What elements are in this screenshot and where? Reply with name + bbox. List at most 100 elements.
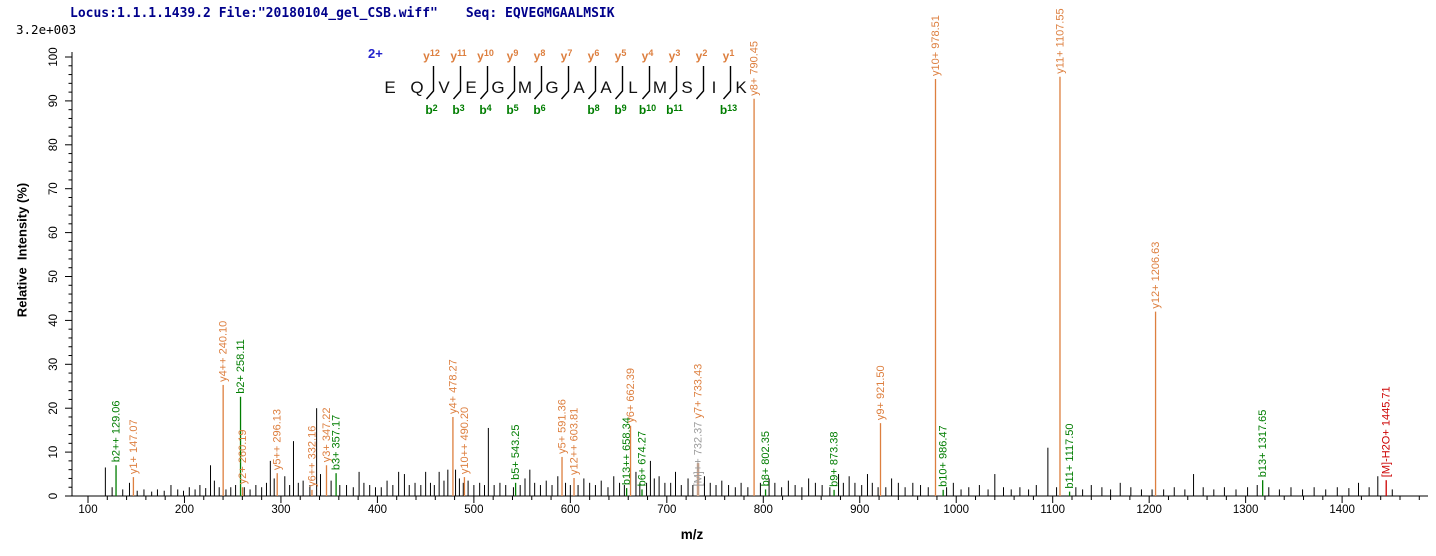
sequence-label: Seq: EQVEGMGAALMSIK bbox=[465, 6, 615, 21]
y-tick-label: 30 bbox=[48, 358, 60, 371]
peak-label: b5+ 543.25 bbox=[510, 424, 522, 479]
fragmentation-divider bbox=[614, 66, 624, 100]
sequence-diagram: 2+E Q V E G M G A A L M S I Ky12b2y11b3y10b4y9b5y8b6y… bbox=[368, 46, 747, 117]
fragmentation-divider bbox=[722, 66, 732, 100]
x-tick-label: 300 bbox=[271, 504, 290, 516]
y-ion-seq-label: y10 bbox=[477, 48, 494, 63]
fragmentation-divider bbox=[560, 66, 570, 100]
b-ion-seq-label: b10 bbox=[639, 103, 656, 117]
peak-label: y10+ 978.51 bbox=[930, 15, 942, 76]
y-tick-label: 60 bbox=[48, 226, 60, 239]
y-ion-seq-label: y2 bbox=[696, 48, 708, 63]
y-ion-seq-label: y11 bbox=[450, 48, 466, 63]
peak-label: y9+ 921.50 bbox=[875, 365, 887, 420]
unlabeled-peaks bbox=[104, 408, 1393, 496]
fragmentation-divider bbox=[425, 66, 435, 100]
y-ion-seq-label: y8 bbox=[534, 48, 546, 63]
x-tick-label: 200 bbox=[175, 504, 194, 516]
residue: E bbox=[384, 78, 395, 97]
residue: M bbox=[653, 78, 667, 97]
peak-label: b8+ 802.35 bbox=[760, 431, 772, 486]
y-ion-seq-label: y9 bbox=[507, 48, 519, 63]
x-tick-label: 1000 bbox=[943, 504, 969, 516]
b-ion-seq-label: b13 bbox=[720, 103, 737, 117]
y-ion-seq-label: y3 bbox=[669, 48, 681, 63]
peak-label: b9+ 873.38 bbox=[829, 431, 841, 486]
residue: A bbox=[600, 78, 612, 97]
x-tick-label: 900 bbox=[850, 504, 869, 516]
header: Locus:1.1.1.1439.2 File:"20180104_gel_CS… bbox=[70, 6, 615, 21]
residue: E bbox=[465, 78, 476, 97]
peak-label: b6+ 674.27 bbox=[636, 431, 648, 486]
y-ion-seq-label: y12 bbox=[423, 48, 440, 63]
y-tick-label: 80 bbox=[48, 138, 60, 151]
peak-label: y12++ 603.81 bbox=[569, 408, 581, 475]
labeled-peaks: b2++ 129.06 y1+ 147.07 y4++ 240.10 b2+ 258.… bbox=[111, 8, 1393, 496]
residue: G bbox=[545, 78, 558, 97]
y-ion-seq-label: y7 bbox=[561, 48, 573, 63]
peak-label: y1+ 147.07 bbox=[128, 419, 140, 474]
y-ion-seq-label: y5 bbox=[615, 48, 627, 63]
peak-label: y4++ 240.10 bbox=[218, 321, 230, 382]
y-tick-label: 10 bbox=[48, 446, 60, 459]
y-tick-label: 40 bbox=[48, 314, 60, 327]
x-tick-label: 500 bbox=[464, 504, 483, 516]
peak-label: b11+ 1117.50 bbox=[1064, 423, 1076, 488]
peak-label: y6+ 662.39 bbox=[625, 368, 637, 423]
y-tick-label: 20 bbox=[48, 402, 60, 415]
fragmentation-divider bbox=[452, 66, 462, 100]
peak-label: y4+ 478.27 bbox=[447, 359, 459, 414]
peak-label: y2+ 260.19 bbox=[237, 429, 249, 484]
peak-label: y10++ 490.20 bbox=[459, 407, 471, 474]
peak-label: b13++ 658.34 bbox=[621, 417, 633, 485]
residue: S bbox=[681, 78, 692, 97]
fragmentation-divider bbox=[533, 66, 543, 100]
residue: A bbox=[573, 78, 585, 97]
residue: V bbox=[438, 78, 450, 97]
residue: Q bbox=[410, 78, 423, 97]
y-ion-seq-label: y4 bbox=[642, 48, 654, 63]
peak-label: [M]-H2O+ 1445.71 bbox=[1381, 386, 1393, 477]
y-tick-label: 0 bbox=[48, 493, 60, 499]
peak-label: b2+ 258.11 bbox=[235, 339, 247, 394]
x-tick-label: 400 bbox=[368, 504, 387, 516]
x-tick-label: 1300 bbox=[1233, 504, 1259, 516]
x-tick-label: 600 bbox=[561, 504, 580, 516]
x-tick-label: 1400 bbox=[1329, 504, 1355, 516]
y-tick-label: 100 bbox=[48, 47, 60, 66]
locus-file-label: Locus:1.1.1.1439.2 File:"20180104_gel_CS… bbox=[70, 6, 438, 21]
tick-labels: 100 200 300 400 500 600 700 800 900 1000 1100 1200 1… bbox=[48, 47, 1355, 516]
residue: K bbox=[735, 78, 747, 97]
x-tick-label: 1200 bbox=[1136, 504, 1162, 516]
peak-label: b13+ 1317.65 bbox=[1257, 410, 1269, 478]
peak-label: y11+ 1107.55 bbox=[1054, 8, 1066, 73]
x-tick-label: 100 bbox=[78, 504, 97, 516]
residue: M bbox=[518, 78, 532, 97]
b-ion-seq-label: b9 bbox=[614, 103, 626, 117]
residue: G bbox=[491, 78, 504, 97]
b-ion-seq-label: b8 bbox=[587, 103, 599, 117]
peak-label: y3+ 347.22 bbox=[321, 408, 333, 463]
fragmentation-divider bbox=[587, 66, 597, 100]
b-ion-seq-label: b3 bbox=[452, 103, 464, 117]
peak-label: y8+ 790.45 bbox=[749, 41, 761, 96]
intensity-scale-note: 3.2e+003 bbox=[16, 22, 77, 37]
fragmentation-divider bbox=[641, 66, 651, 100]
peak-label: y12+ 1206.63 bbox=[1150, 242, 1162, 309]
residue: I bbox=[712, 78, 717, 97]
b-ion-seq-label: b5 bbox=[506, 103, 518, 117]
x-axis-title: m/z bbox=[680, 527, 704, 542]
residue: L bbox=[628, 78, 637, 97]
y-ion-seq-label: y6 bbox=[588, 48, 600, 63]
peak-label: b3+ 357.17 bbox=[331, 415, 343, 470]
b-ion-seq-label: b11 bbox=[666, 103, 683, 117]
precursor-charge-label: 2+ bbox=[368, 46, 383, 61]
y-tick-label: 70 bbox=[48, 182, 60, 195]
peak-label: b2++ 129.06 bbox=[111, 400, 123, 462]
y-tick-label: 90 bbox=[48, 95, 60, 108]
peak-label: y5++ 296.13 bbox=[272, 409, 284, 470]
x-tick-label: 700 bbox=[657, 504, 676, 516]
peak-label: b10+ 986.47 bbox=[938, 425, 950, 486]
